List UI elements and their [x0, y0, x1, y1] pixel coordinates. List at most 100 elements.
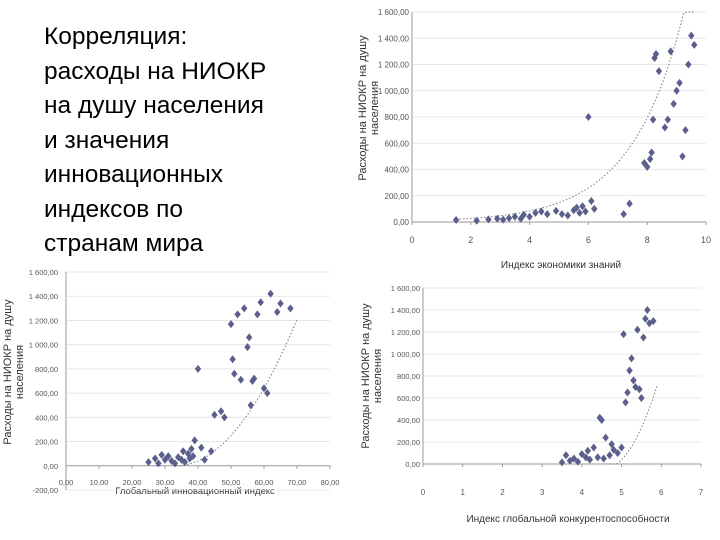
data-point [670, 99, 677, 108]
data-point [526, 212, 533, 221]
data-point [638, 394, 645, 402]
x-tick-label: 10,00 [90, 478, 109, 487]
data-point [241, 304, 248, 313]
data-point [558, 210, 566, 219]
y-tick-label: 400,00 [385, 166, 410, 175]
data-point [544, 210, 551, 219]
data-point [505, 214, 513, 223]
x-axis-label: Индекс экономики знаний [501, 260, 621, 271]
y-tick-label: 1 200,00 [391, 328, 420, 337]
y-tick-label: 600,00 [397, 394, 420, 403]
data-point [473, 216, 480, 225]
data-point [244, 343, 251, 352]
y-tick-label: 400,00 [35, 413, 58, 422]
data-point [588, 197, 595, 205]
data-point [191, 436, 198, 445]
data-point [208, 447, 215, 456]
trend-line [605, 384, 658, 465]
data-point [620, 330, 627, 339]
data-point [217, 407, 225, 416]
data-point [452, 216, 460, 225]
x-tick-label: 0 [409, 235, 414, 245]
data-point [227, 320, 235, 329]
y-axis-label: Расходы на НИОКР на душу населения [2, 299, 26, 445]
data-point [644, 306, 651, 314]
data-point [585, 113, 592, 121]
data-point [646, 155, 654, 163]
x-tick-label: 2 [468, 235, 473, 245]
data-point [158, 450, 165, 459]
x-tick-label: 0 [421, 488, 426, 497]
chart-knowledge-economy-index: Расходы на НИОКР на душу населения Индек… [357, 8, 711, 271]
y-tick-label: 1 600,00 [391, 284, 420, 293]
data-point [691, 40, 698, 49]
data-point [685, 60, 692, 69]
y-tick-label: -200,00 [33, 486, 58, 495]
y-tick-label: 1 200,00 [29, 316, 58, 325]
chart-panel-global-innovation: Расходы на НИОКР на душу населения Глоба… [0, 256, 350, 540]
data-point [168, 456, 175, 465]
data-point [667, 47, 674, 56]
y-axis-label-line-1: Расходы на НИОКР на душу [2, 299, 14, 445]
data-point [538, 207, 545, 216]
data-point [201, 455, 208, 464]
data-point [590, 443, 597, 452]
data-point [189, 452, 197, 461]
x-tick-label: 2 [500, 488, 505, 497]
x-tick-label: 6 [586, 235, 591, 245]
x-tick-label: 10 [701, 235, 711, 245]
data-point [287, 304, 294, 313]
data-point [267, 289, 274, 298]
x-tick-label: 1 [460, 488, 465, 497]
data-point [626, 366, 633, 375]
data-point [198, 443, 205, 452]
data-point [257, 298, 264, 307]
y-axis-label-line-1: Расходы на НИОКР на душу [357, 35, 369, 181]
y-axis-label: Расходы на НИОКР на душу населения [360, 303, 384, 449]
data-point [655, 67, 663, 76]
x-tick-label: 50,00 [222, 478, 241, 487]
y-axis-label: Расходы на НИОКР на душу населения [357, 35, 381, 181]
data-point [188, 444, 195, 453]
data-point [229, 355, 236, 364]
data-point [264, 389, 271, 398]
x-tick-label: 5 [619, 488, 624, 497]
data-point [628, 354, 635, 363]
data-point [245, 333, 253, 342]
x-tick-label: 20,00 [123, 478, 142, 487]
data-point [532, 208, 539, 217]
data-point [682, 126, 689, 135]
y-tick-label: 1 400,00 [378, 34, 410, 43]
y-tick-label: 200,00 [35, 438, 58, 447]
y-tick-label: 1 400,00 [29, 292, 58, 301]
data-point [620, 210, 627, 219]
y-tick-label: 1 000,00 [378, 87, 410, 96]
data-point [664, 115, 671, 124]
data-point [679, 152, 686, 161]
data-point [606, 451, 613, 460]
data-point [186, 454, 193, 463]
data-point [652, 50, 660, 58]
data-point [640, 333, 647, 342]
y-tick-label: 200,00 [397, 438, 420, 447]
data-point [642, 314, 649, 323]
x-tick-label: 0,00 [59, 478, 74, 487]
data-point [250, 374, 258, 383]
x-tick-label: 3 [540, 488, 545, 497]
chart-panel-global-competitiveness: Расходы на НИОКР на душу населения Индек… [357, 276, 720, 540]
x-axis-label: Глобальный инновационный индекс [115, 486, 275, 497]
chart-global-innovation-index: Расходы на НИОКР на душу населения Глоба… [2, 268, 339, 497]
data-point [254, 310, 261, 319]
data-point [494, 214, 501, 223]
data-point [636, 385, 643, 394]
data-point [260, 384, 268, 393]
data-point [247, 401, 254, 410]
data-point [591, 204, 598, 213]
data-point [602, 433, 609, 442]
data-point [237, 375, 245, 384]
x-axis-label: Индекс глобальной конкурентоспособности [466, 513, 669, 525]
data-point [630, 376, 637, 385]
y-tick-label: 1 600,00 [378, 8, 410, 17]
